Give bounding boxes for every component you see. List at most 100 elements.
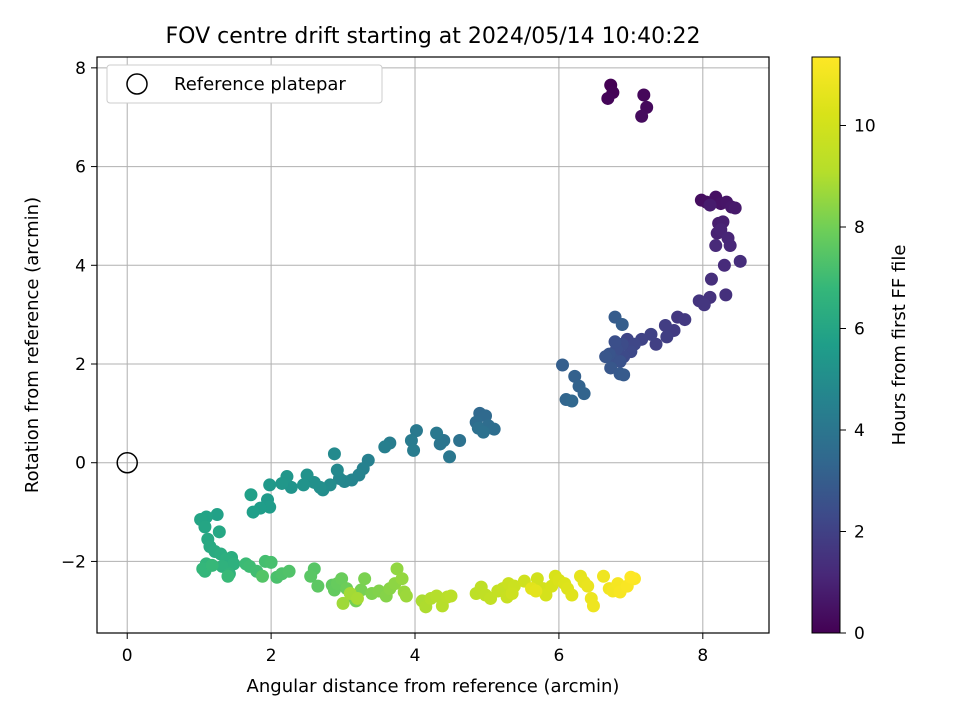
y-tick-label: 8: [75, 59, 86, 79]
colorbar-tick-label: 4: [854, 421, 865, 441]
scatter-point: [581, 579, 595, 593]
legend-label: Reference platepar: [174, 74, 346, 95]
scatter-point: [704, 272, 718, 286]
scatter-point: [608, 335, 622, 349]
scatter-point: [198, 520, 212, 534]
scatter-point: [577, 387, 591, 401]
scatter-point: [717, 258, 731, 272]
scatter-point: [335, 572, 349, 586]
scatter-point: [703, 198, 717, 212]
scatter-point: [453, 434, 467, 448]
scatter-point: [409, 424, 423, 438]
colorbar-tick-label: 0: [854, 624, 865, 644]
scatter-point: [660, 330, 674, 344]
colorbar: 0 2 4 6 8 10 Hours from first FF file: [811, 56, 910, 644]
scatter-point: [390, 562, 404, 576]
scatter-point: [433, 437, 447, 451]
scatter-point: [728, 201, 742, 215]
scatter-point: [358, 572, 372, 586]
y-tick-label: −2: [61, 552, 86, 572]
grid-lines: [97, 57, 769, 633]
scatter-point: [505, 587, 519, 601]
scatter-point: [399, 589, 413, 603]
x-tick-label: 4: [410, 646, 421, 666]
scatter-point: [430, 426, 444, 440]
scatter-point: [300, 468, 314, 482]
data-points: [194, 78, 747, 614]
colorbar-tick-label: 10: [854, 117, 876, 137]
scatter-point: [327, 447, 341, 461]
scatter-point: [330, 463, 344, 477]
scatter-point: [296, 478, 310, 492]
scatter-point: [304, 569, 318, 583]
scatter-point: [586, 599, 600, 613]
scatter-point: [255, 569, 269, 583]
scatter-point: [212, 525, 226, 539]
x-tick-label: 8: [697, 646, 708, 666]
scatter-point: [282, 564, 296, 578]
scatter-point: [658, 319, 672, 333]
colorbar-tick-label: 8: [854, 218, 865, 238]
scatter-point: [444, 589, 458, 603]
reference-platepar-marker: [116, 451, 138, 474]
legend-marker-icon: [126, 73, 148, 95]
scatter-point: [568, 369, 582, 383]
scatter-point: [404, 434, 418, 448]
y-axis-ticks: −2 0 2 4 6 8: [61, 59, 97, 572]
plot-frame: [96, 56, 770, 634]
scatter-point: [597, 569, 611, 583]
scatter-point: [407, 443, 421, 457]
scatter-point: [221, 569, 235, 583]
scatter-point: [476, 425, 490, 439]
scatter-point: [263, 478, 277, 492]
scatter-point: [617, 368, 631, 382]
colorbar-label: Hours from first FF file: [889, 245, 910, 446]
colorbar-ticks: 0 2 4 6 8 10: [840, 117, 876, 644]
scatter-point: [678, 313, 692, 327]
x-tick-label: 6: [553, 646, 564, 666]
scatter-point: [529, 584, 543, 598]
y-tick-label: 2: [75, 355, 86, 375]
scatter-point: [615, 318, 629, 332]
scatter-point: [565, 588, 579, 602]
scatter-point: [210, 508, 224, 522]
legend-box: [106, 64, 383, 104]
y-tick-label: 0: [75, 454, 86, 474]
scatter-point: [311, 579, 325, 593]
colorbar-gradient: [811, 56, 841, 634]
scatter-point: [244, 488, 258, 502]
scatter-point: [613, 355, 627, 369]
y-tick-label: 4: [75, 256, 86, 276]
scatter-point: [246, 505, 260, 519]
scatter-point: [599, 350, 613, 364]
scatter-point: [336, 596, 350, 610]
scatter-point: [205, 558, 219, 572]
scatter-point: [479, 409, 493, 423]
x-axis-ticks: 0 2 4 6 8: [122, 633, 708, 666]
scatter-point: [263, 500, 277, 514]
x-tick-label: 2: [266, 646, 277, 666]
scatter-point: [733, 254, 747, 268]
scatter-point: [709, 239, 723, 253]
scatter-point: [395, 572, 409, 586]
scatter-point: [275, 476, 289, 490]
colorbar-tick-label: 2: [854, 523, 865, 543]
x-axis-label: Angular distance from reference (arcmin): [247, 676, 620, 697]
scatter-point: [350, 591, 364, 605]
scatter-point: [530, 572, 544, 586]
y-tick-label: 6: [75, 158, 86, 178]
scatter-point: [556, 358, 570, 372]
scatter-point: [378, 440, 392, 454]
scatter-point: [719, 288, 733, 302]
scatter-point: [565, 394, 579, 408]
chart-title: FOV centre drift starting at 2024/05/14 …: [166, 24, 701, 49]
scatter-point: [227, 557, 241, 571]
scatter-point: [635, 109, 649, 123]
y-axis-label: Rotation from reference (arcmin): [22, 197, 43, 493]
scatter-point: [487, 422, 501, 436]
scatter-point: [443, 450, 457, 464]
legend: Reference platepar: [106, 64, 383, 104]
scatter-point: [264, 555, 278, 569]
colorbar-tick-label: 6: [854, 320, 865, 340]
